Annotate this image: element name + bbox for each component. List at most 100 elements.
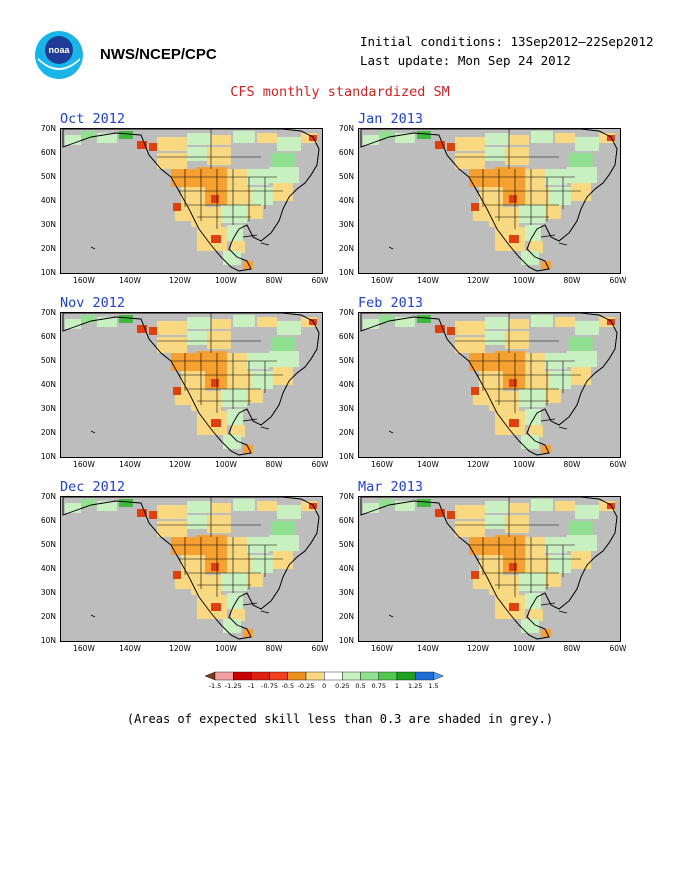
latitude-label: 70N bbox=[40, 124, 56, 133]
latitude-label: 50N bbox=[40, 540, 56, 549]
latitude-label: 50N bbox=[338, 172, 354, 181]
longitude-label: 160W bbox=[371, 460, 393, 469]
map-panel bbox=[358, 496, 621, 642]
colorbar-swatch bbox=[433, 671, 444, 681]
latitude-label: 20N bbox=[338, 244, 354, 253]
colorbar-label: 0.75 bbox=[372, 682, 386, 690]
colorbar-swatch bbox=[214, 671, 234, 681]
latitude-label: 60N bbox=[40, 332, 56, 341]
colorbar-swatch bbox=[342, 671, 361, 681]
latitude-label: 30N bbox=[40, 404, 56, 413]
longitude-label: 140W bbox=[417, 460, 439, 469]
longitude-label: 100W bbox=[513, 276, 535, 285]
colorbar-label: 1.5 bbox=[428, 682, 438, 690]
longitude-label: 80W bbox=[265, 460, 283, 469]
latitude-label: 10N bbox=[338, 636, 354, 645]
longitude-label: 120W bbox=[467, 644, 489, 653]
colorbar-label: 1 bbox=[395, 682, 399, 690]
colorbar-label: -1.25 bbox=[225, 682, 242, 690]
panel-title: Feb 2013 bbox=[358, 295, 424, 311]
longitude-label: 80W bbox=[563, 276, 581, 285]
longitude-label: 120W bbox=[169, 276, 191, 285]
latitude-label: 30N bbox=[338, 220, 354, 229]
colorbar-label: 1.25 bbox=[408, 682, 422, 690]
colorbar-swatch bbox=[305, 671, 325, 681]
map-panel bbox=[358, 312, 621, 458]
panel-title: Mar 2013 bbox=[358, 479, 424, 495]
logo-text: noaa bbox=[48, 45, 70, 55]
panel-title: Nov 2012 bbox=[60, 295, 126, 311]
map-panel bbox=[60, 128, 323, 274]
latitude-label: 50N bbox=[40, 172, 56, 181]
latitude-label: 40N bbox=[338, 196, 354, 205]
colorbar-swatch bbox=[287, 671, 307, 681]
latitude-label: 60N bbox=[338, 516, 354, 525]
latitude-label: 60N bbox=[338, 148, 354, 157]
longitude-label: 100W bbox=[215, 460, 237, 469]
latitude-label: 10N bbox=[40, 452, 56, 461]
longitude-label: 140W bbox=[119, 644, 141, 653]
latitude-label: 70N bbox=[40, 308, 56, 317]
map-panel bbox=[60, 496, 323, 642]
latitude-label: 10N bbox=[338, 452, 354, 461]
longitude-label: 60W bbox=[311, 276, 329, 285]
longitude-label: 120W bbox=[169, 460, 191, 469]
colorbar-label: -1 bbox=[248, 682, 254, 690]
latitude-label: 50N bbox=[338, 356, 354, 365]
latitude-label: 20N bbox=[338, 428, 354, 437]
colorbar-swatch bbox=[360, 671, 380, 681]
latitude-label: 40N bbox=[338, 564, 354, 573]
colorbar-swatch bbox=[323, 671, 343, 681]
latitude-label: 20N bbox=[40, 244, 56, 253]
latitude-label: 40N bbox=[40, 564, 56, 573]
longitude-label: 80W bbox=[265, 276, 283, 285]
colorbar-swatch bbox=[204, 671, 216, 681]
longitude-label: 100W bbox=[513, 644, 535, 653]
panel-title: Jan 2013 bbox=[358, 111, 424, 127]
colorbar-label: -0.5 bbox=[281, 682, 294, 690]
longitude-label: 140W bbox=[417, 276, 439, 285]
colorbar-label: -0.25 bbox=[298, 682, 315, 690]
last-update: Last update: Mon Sep 24 2012 bbox=[360, 53, 571, 68]
footnote: (Areas of expected skill less than 0.3 a… bbox=[126, 712, 554, 726]
longitude-label: 100W bbox=[513, 460, 535, 469]
latitude-label: 60N bbox=[338, 332, 354, 341]
latitude-label: 20N bbox=[40, 428, 56, 437]
longitude-label: 80W bbox=[563, 460, 581, 469]
latitude-label: 40N bbox=[338, 380, 354, 389]
latitude-label: 30N bbox=[338, 404, 354, 413]
latitude-label: 30N bbox=[338, 588, 354, 597]
longitude-label: 60W bbox=[311, 460, 329, 469]
map-panel bbox=[60, 312, 323, 458]
panel-title: Dec 2012 bbox=[60, 479, 126, 495]
agency-name: NWS/NCEP/CPC bbox=[100, 46, 217, 63]
colorbar-swatch bbox=[251, 671, 270, 681]
colorbar-label: 0.25 bbox=[335, 682, 349, 690]
longitude-label: 80W bbox=[265, 644, 283, 653]
latitude-label: 60N bbox=[40, 148, 56, 157]
latitude-label: 70N bbox=[338, 124, 354, 133]
colorbar-label: 0 bbox=[322, 682, 326, 690]
latitude-label: 40N bbox=[40, 380, 56, 389]
longitude-label: 60W bbox=[609, 460, 627, 469]
colorbar: -1.5 -1.25 -1 -0.75 -0.5 -0.25 0 0.25 0.5 0.75 1 1.… bbox=[204, 670, 480, 694]
colorbar-swatch bbox=[269, 671, 288, 681]
initial-conditions: Initial conditions: 13Sep2012–22Sep2012 bbox=[360, 34, 654, 49]
longitude-label: 140W bbox=[417, 644, 439, 653]
longitude-label: 60W bbox=[609, 644, 627, 653]
latitude-label: 10N bbox=[338, 268, 354, 277]
latitude-label: 60N bbox=[40, 516, 56, 525]
colorbar-label: 0.5 bbox=[355, 682, 365, 690]
latitude-label: 10N bbox=[40, 636, 56, 645]
panel-title: Oct 2012 bbox=[60, 111, 126, 127]
colorbar-swatch bbox=[414, 671, 434, 681]
map-panel bbox=[358, 128, 621, 274]
latitude-label: 30N bbox=[40, 220, 56, 229]
latitude-label: 50N bbox=[40, 356, 56, 365]
longitude-label: 60W bbox=[609, 276, 627, 285]
colorbar-swatch bbox=[396, 671, 416, 681]
longitude-label: 120W bbox=[467, 460, 489, 469]
longitude-label: 100W bbox=[215, 644, 237, 653]
latitude-label: 70N bbox=[338, 308, 354, 317]
longitude-label: 160W bbox=[371, 644, 393, 653]
